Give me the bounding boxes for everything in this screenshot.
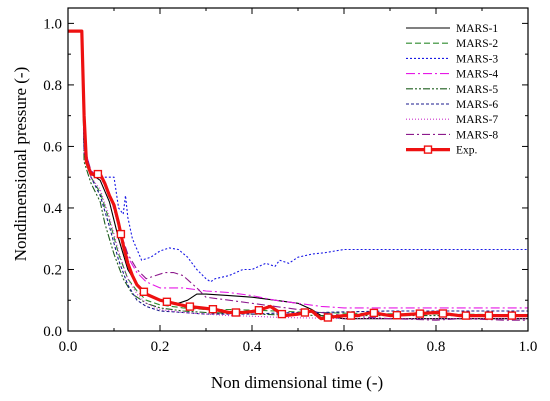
exp-data-marker bbox=[300, 308, 310, 317]
y-tick-label: 0.6 bbox=[43, 139, 62, 155]
series-line-mars-6 bbox=[68, 30, 528, 315]
exp-data-marker bbox=[346, 311, 356, 320]
legend-label-mars-1: MARS-1 bbox=[456, 23, 498, 35]
y-tick-label: 0.4 bbox=[43, 201, 62, 217]
y-tick-label: 0.0 bbox=[43, 324, 62, 340]
exp-data-marker bbox=[208, 305, 218, 314]
y-tick-label: 1.0 bbox=[43, 16, 62, 32]
exp-data-marker bbox=[93, 169, 103, 179]
y-tick-label: 0.8 bbox=[43, 78, 62, 94]
x-tick-label: 0.8 bbox=[427, 339, 446, 355]
exp-data-marker bbox=[438, 309, 448, 318]
exp-data-marker bbox=[254, 306, 264, 315]
legend-marker-exp bbox=[423, 145, 433, 154]
exp-data-marker bbox=[162, 297, 172, 306]
exp-data-marker bbox=[323, 313, 333, 322]
legend-label-mars-3: MARS-3 bbox=[456, 53, 498, 65]
x-axis-title: Non dimensional time (-) bbox=[211, 373, 383, 392]
legend-label-exp: Exp. bbox=[456, 145, 478, 157]
x-tick-label: 1.0 bbox=[519, 339, 538, 355]
y-tick-label: 0.2 bbox=[43, 262, 62, 278]
exp-data-marker bbox=[116, 229, 126, 239]
exp-data-marker bbox=[461, 311, 471, 320]
y-axis-title: Nondimensional pressure (-) bbox=[11, 67, 30, 262]
legend-label-mars-6: MARS-6 bbox=[456, 99, 498, 111]
exp-data-marker bbox=[231, 308, 241, 317]
exp-data-marker bbox=[392, 311, 402, 320]
axis-ticks: 0.0 0.2 0.4 0.6 0.8 1.0 0.0 0.2 0.4 0.6 0.8 1.0 bbox=[43, 8, 537, 355]
series-line-mars-4 bbox=[68, 30, 528, 309]
series-layer bbox=[68, 29, 528, 322]
legend-label-mars-7: MARS-7 bbox=[456, 114, 498, 126]
legend: MARS-1 MARS-2 MARS-3 MARS-4 MARS-5 MARS-6 MARS… bbox=[406, 23, 498, 157]
series-line-mars-2 bbox=[68, 30, 528, 316]
exp-data-marker bbox=[277, 309, 287, 319]
exp-data-marker bbox=[139, 287, 149, 296]
exp-data-marker bbox=[484, 311, 494, 320]
legend-label-mars-4: MARS-4 bbox=[456, 69, 498, 81]
legend-label-mars-8: MARS-8 bbox=[456, 129, 498, 141]
exp-data-marker bbox=[369, 308, 379, 318]
series-line-mars-7 bbox=[68, 30, 528, 320]
exp-data-marker bbox=[185, 302, 195, 311]
series-line-mars-1 bbox=[68, 30, 528, 320]
exp-data-marker bbox=[507, 311, 517, 320]
legend-label-mars-5: MARS-5 bbox=[456, 84, 498, 96]
x-tick-label: 0.2 bbox=[151, 339, 170, 355]
x-tick-label: 0.6 bbox=[335, 339, 354, 355]
x-tick-label: 0.4 bbox=[243, 339, 262, 355]
legend-label-mars-2: MARS-2 bbox=[456, 38, 498, 50]
x-tick-label: 0.0 bbox=[59, 339, 78, 355]
exp-data-marker bbox=[415, 309, 425, 318]
